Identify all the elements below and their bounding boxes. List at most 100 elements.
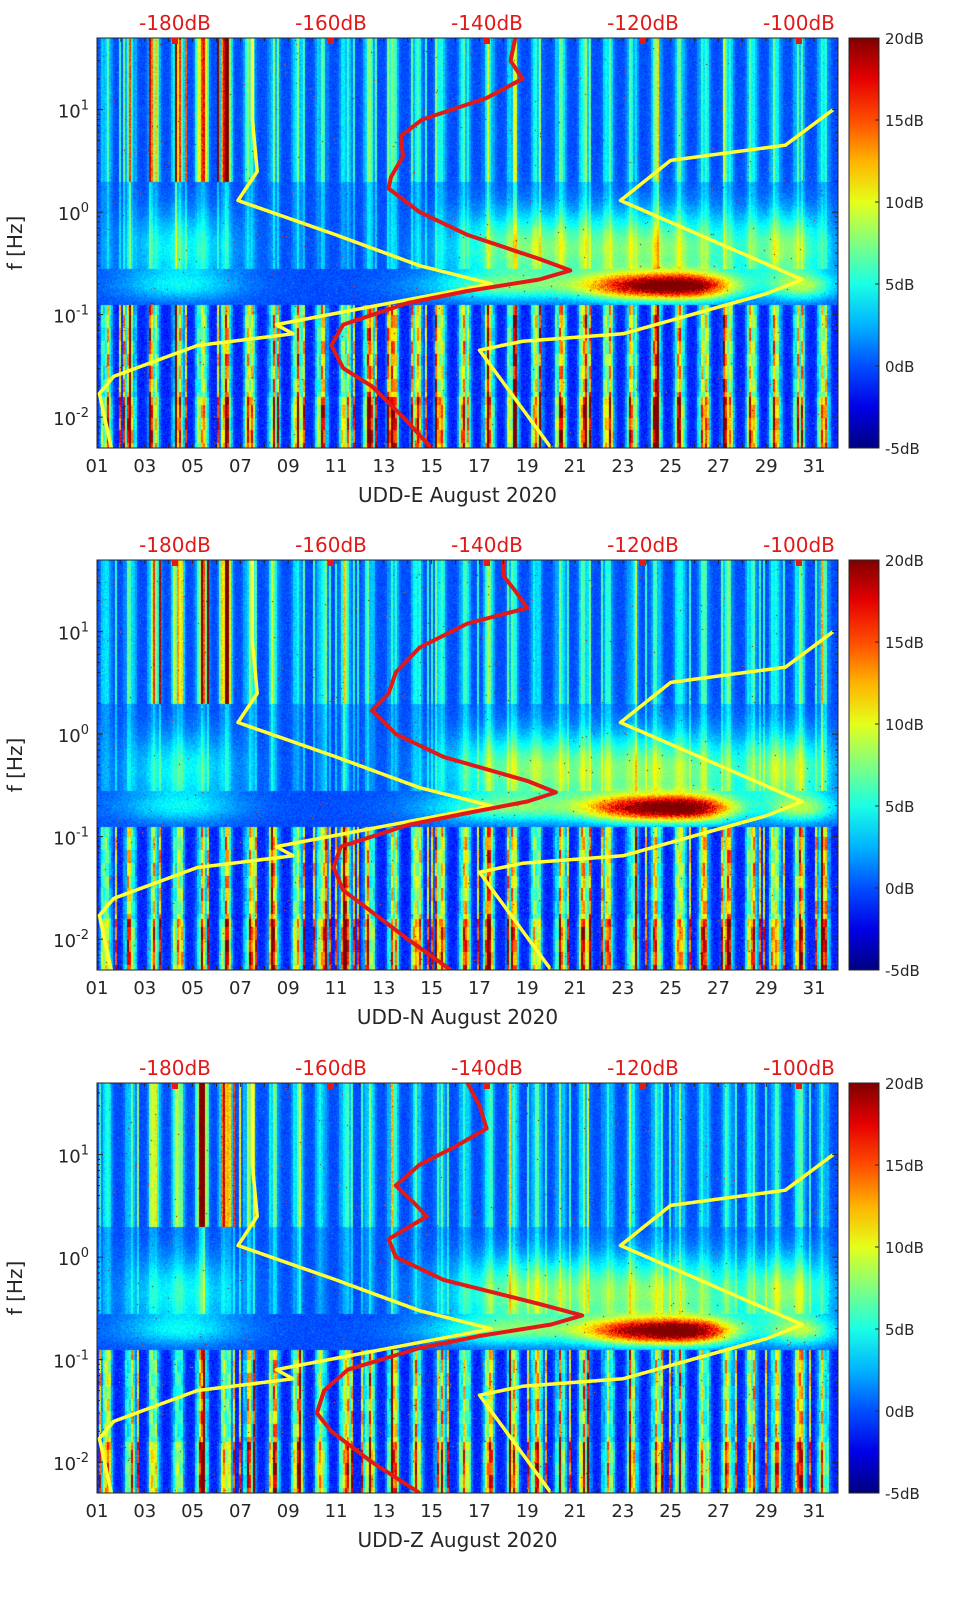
colorbar-tick-label: 15dB <box>885 112 924 130</box>
top-axis-label: -140dB <box>451 1056 523 1080</box>
x-tick-label: 13 <box>372 1501 395 1522</box>
noise-model-high-curve <box>477 108 835 448</box>
y-tick-label: 101 <box>58 1144 89 1168</box>
x-tick-label: 13 <box>372 978 395 999</box>
y-tick-label: 10-1 <box>53 1349 89 1373</box>
top-axis-tick-marker <box>328 38 334 44</box>
x-axis-label: UDD-E August 2020 <box>358 483 557 507</box>
x-tick-label: 15 <box>420 1501 443 1522</box>
y-tick-label: 10-2 <box>53 928 89 952</box>
colorbar-tick-label: 20dB <box>885 552 924 570</box>
top-axis-tick-marker <box>796 560 802 566</box>
x-tick-label: 25 <box>659 456 682 477</box>
x-tick-label: 01 <box>86 978 109 999</box>
top-axis-label: -100dB <box>763 1056 835 1080</box>
top-axis-label: -160dB <box>295 1056 367 1080</box>
top-axis-label: -120dB <box>607 11 679 35</box>
colorbar-tick-label: -5dB <box>885 440 920 458</box>
top-axis-label: -180dB <box>139 533 211 557</box>
top-axis-label: -160dB <box>295 533 367 557</box>
y-tick-label: 10-1 <box>53 304 89 328</box>
y-axis-label: f [Hz] <box>3 1261 27 1316</box>
x-tick-label: 31 <box>803 1501 826 1522</box>
top-axis-tick-marker <box>484 560 490 566</box>
colorbar-tick-label: 0dB <box>885 358 914 376</box>
x-tick-label: 29 <box>755 978 778 999</box>
x-tick-label: 19 <box>516 1501 539 1522</box>
y-tick-label: 101 <box>58 621 89 645</box>
colorbar <box>848 559 880 971</box>
x-tick-label: 25 <box>659 978 682 999</box>
y-tick-label: 10-2 <box>53 406 89 430</box>
top-axis-label: -180dB <box>139 11 211 35</box>
x-tick-label: 09 <box>277 978 300 999</box>
x-tick-label: 23 <box>611 456 634 477</box>
x-axis-label: UDD-N August 2020 <box>357 1005 558 1029</box>
spectrogram-image <box>97 38 838 448</box>
x-tick-label: 19 <box>516 456 539 477</box>
x-tick-label: 05 <box>181 1501 204 1522</box>
colorbar-tick-label: -5dB <box>885 1485 920 1503</box>
colorbar-tick-label: 10dB <box>885 716 924 734</box>
x-tick-label: 07 <box>229 456 252 477</box>
psd-curve <box>329 38 573 448</box>
x-tick-label: 29 <box>755 1501 778 1522</box>
x-tick-label: 21 <box>564 456 587 477</box>
x-tick-label: 19 <box>516 978 539 999</box>
x-tick-label: 23 <box>611 978 634 999</box>
top-axis-tick-marker <box>172 1083 178 1089</box>
x-tick-label: 07 <box>229 1501 252 1522</box>
colorbar-tick-label: 15dB <box>885 634 924 652</box>
y-axis-label: f [Hz] <box>3 216 27 271</box>
noise-model-low-curve <box>97 560 494 970</box>
top-axis-tick-marker <box>484 38 490 44</box>
y-axis-label: f [Hz] <box>3 738 27 793</box>
top-axis-tick-marker <box>796 1083 802 1089</box>
spectrogram-panel-2: 01 03 05 07 09 11 13 15 17 19 21 23 25 27 29 31 10-2 10-1… <box>3 533 924 1029</box>
x-tick-label: 05 <box>181 456 204 477</box>
top-axis-tick-marker <box>172 38 178 44</box>
x-tick-label: 11 <box>325 978 348 999</box>
y-tick-label: 100 <box>58 723 89 747</box>
top-axis-tick-marker <box>796 38 802 44</box>
spectrogram-panel-1: 01 03 05 07 09 11 13 15 17 19 21 23 25 27 29 31 10-2 10-1… <box>3 11 924 507</box>
noise-model-low-curve <box>97 1083 494 1493</box>
colorbar-tick-label: 20dB <box>885 30 924 48</box>
top-axis-label: -180dB <box>139 1056 211 1080</box>
noise-model-high-curve <box>477 630 835 970</box>
x-tick-label: 03 <box>133 1501 156 1522</box>
x-tick-label: 17 <box>468 456 491 477</box>
x-tick-label: 27 <box>707 978 730 999</box>
x-tick-label: 09 <box>277 456 300 477</box>
x-tick-label: 29 <box>755 456 778 477</box>
x-tick-label: 09 <box>277 1501 300 1522</box>
top-axis-label: -160dB <box>295 11 367 35</box>
y-tick-label: 100 <box>58 201 89 225</box>
psd-curve <box>331 560 558 970</box>
top-axis-label: -140dB <box>451 11 523 35</box>
spectrogram-image <box>97 1083 838 1493</box>
x-tick-label: 07 <box>229 978 252 999</box>
top-axis-tick-marker <box>328 560 334 566</box>
top-axis-tick-marker <box>640 38 646 44</box>
top-axis-tick-marker <box>328 1083 334 1089</box>
x-tick-label: 11 <box>325 456 348 477</box>
colorbar <box>848 1082 880 1494</box>
x-tick-label: 17 <box>468 978 491 999</box>
x-tick-label: 21 <box>564 978 587 999</box>
x-tick-label: 31 <box>803 456 826 477</box>
top-axis-label: -120dB <box>607 533 679 557</box>
colorbar-tick-label: 5dB <box>885 1321 914 1339</box>
x-tick-label: 31 <box>803 978 826 999</box>
y-tick-label: 100 <box>58 1246 89 1270</box>
x-tick-label: 05 <box>181 978 204 999</box>
y-tick-label: 101 <box>58 99 89 123</box>
noise-model-high-curve <box>477 1153 835 1493</box>
top-axis-label: -140dB <box>451 533 523 557</box>
top-axis-tick-marker <box>640 560 646 566</box>
colorbar-tick-label: 0dB <box>885 880 914 898</box>
x-tick-label: 23 <box>611 1501 634 1522</box>
noise-model-low-curve <box>97 38 494 448</box>
x-axis-label: UDD-Z August 2020 <box>358 1528 558 1552</box>
